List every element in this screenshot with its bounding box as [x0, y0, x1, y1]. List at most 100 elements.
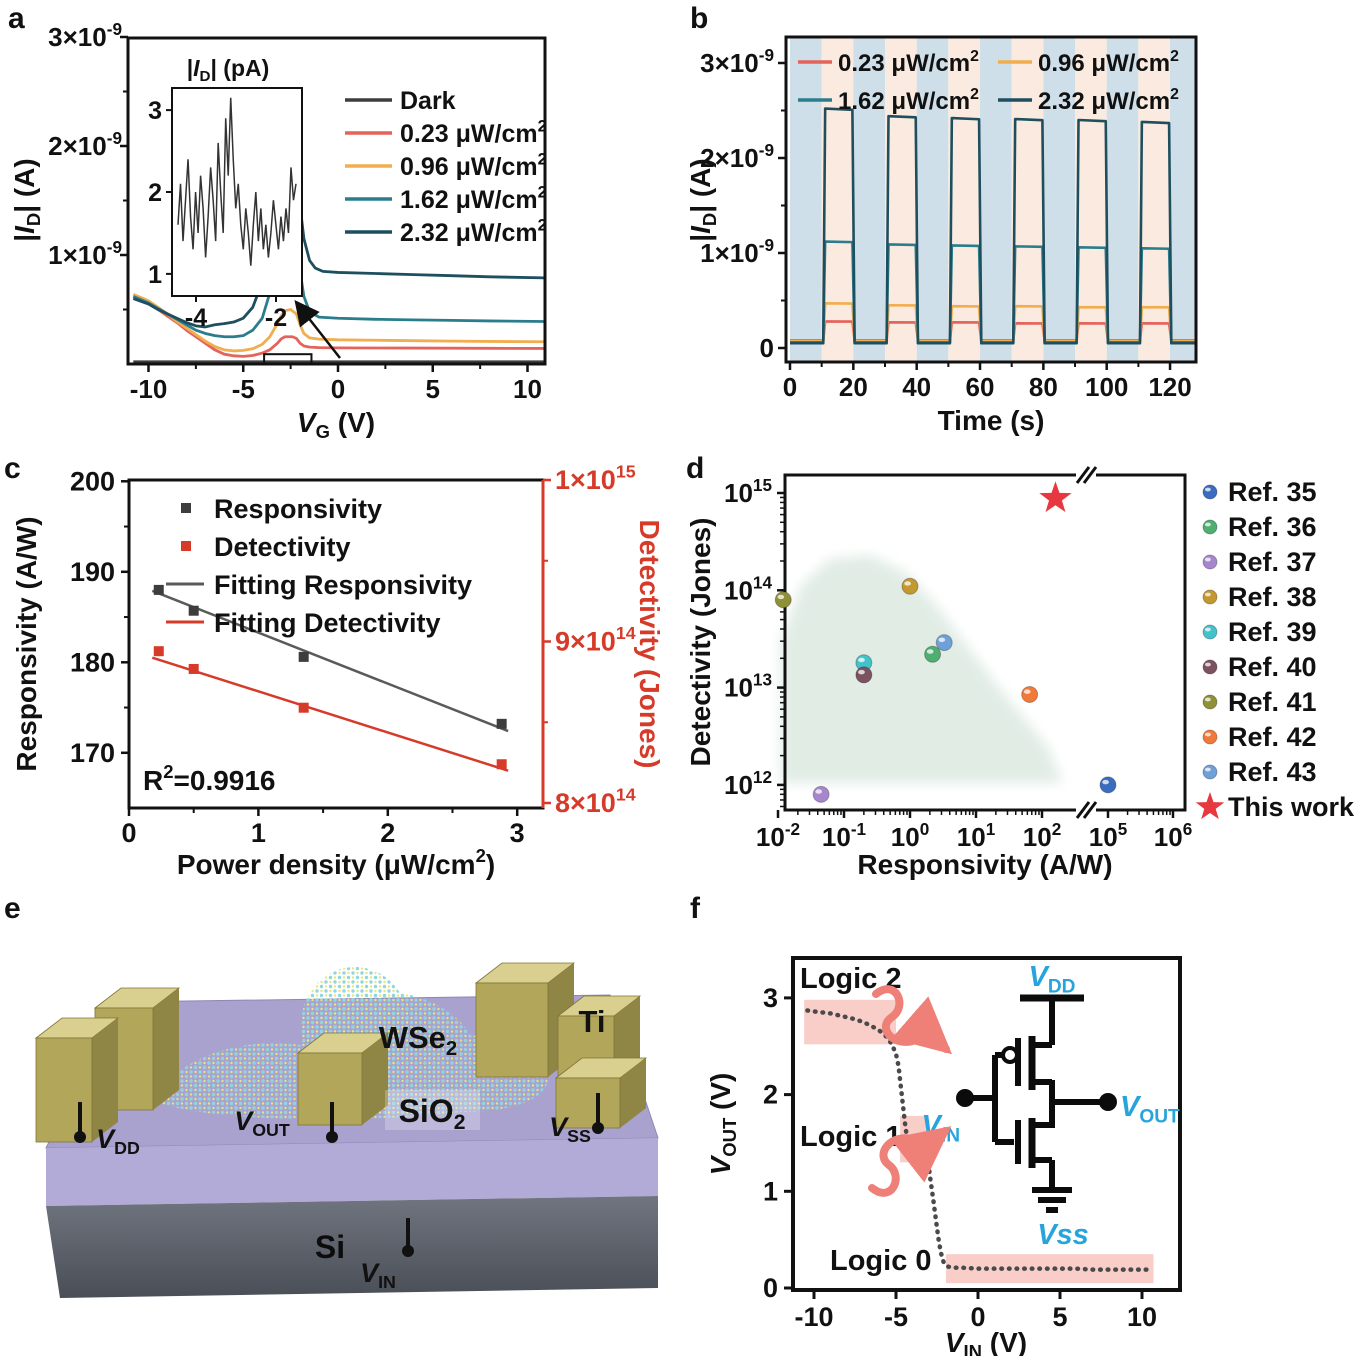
panel-e-device-schematic: WSe2 Ti SiO2 Si VDD VOUT VSS VIN	[34, 962, 659, 1298]
x-tick-label: 0	[331, 374, 345, 404]
this-work-star	[1039, 481, 1072, 513]
vss-label: VSS	[549, 1112, 591, 1146]
inset-y-tick: 3	[148, 97, 162, 125]
panel-c-label: c	[4, 452, 21, 485]
x-axis-label: Power density (μW/cm2)	[177, 845, 495, 880]
panel-c-responsivity-detectivity-chart: 0 1 2 3 170 180 190 200 8×1014 9×1014 1×1015 Power …	[11, 462, 665, 880]
x-tick-label: -5	[232, 374, 255, 404]
si-front-face	[46, 1196, 658, 1298]
legend-label: Dark	[400, 87, 456, 115]
vdd-label: VDD	[96, 1124, 140, 1158]
r-squared-annotation: R2=0.9916	[143, 761, 276, 796]
light-on-band	[1075, 37, 1107, 362]
inset-y-axis-label: |ID| (pA)	[187, 55, 270, 85]
y-tick-label: 3×10-9	[700, 45, 774, 78]
y-tick-label: 1	[763, 1176, 778, 1206]
legend-label: Ref. 38	[1228, 582, 1317, 612]
circuit-vout-label: VOUT	[1120, 1091, 1180, 1127]
y-tick-label: 1013	[724, 670, 772, 703]
y-axis-label-left: Responsivity (A/W)	[11, 516, 42, 771]
y-axis-label: VOUT (V)	[705, 1073, 740, 1176]
x-tick-label: 100	[1085, 372, 1128, 402]
light-on-band	[1138, 37, 1171, 362]
panel-f-label: f	[690, 892, 700, 925]
x-tick-label: 10	[513, 374, 542, 404]
legend-label: Ref. 42	[1228, 722, 1317, 752]
legend-label: Ref. 35	[1228, 477, 1317, 507]
panel-a-transfer-curves-chart: -10 -5 0 5 10 1×10-9 2×10-9 3×10-9 VG (V) |ID| (A…	[9, 19, 547, 442]
legend-label: 1.62 μW/cm2	[838, 86, 979, 115]
legend-label: Ref. 40	[1228, 652, 1317, 682]
legend-label: Ref. 43	[1228, 757, 1317, 787]
x-tick-label: 80	[1029, 372, 1058, 402]
light-on-band	[1011, 37, 1044, 362]
y-tick-label-right: 8×1014	[555, 785, 636, 818]
inset-y-tick: 1	[148, 261, 162, 289]
sio2-front-face	[46, 1138, 658, 1206]
light-on-band	[885, 37, 917, 362]
legend-label: Detectivity	[214, 532, 351, 562]
x-tick-label: 120	[1148, 372, 1191, 402]
x-tick-label: 20	[839, 372, 868, 402]
x-tick-label: -5	[884, 1302, 908, 1332]
x-tick-label: 10-1	[822, 819, 867, 852]
vin-label: VIN	[360, 1258, 396, 1292]
ti-label: Ti	[579, 1004, 606, 1039]
inset-x-tick: -4	[185, 304, 207, 332]
panel-d-label: d	[686, 452, 705, 485]
logic0-label: Logic 0	[830, 1245, 932, 1277]
x-tick-label: 100	[891, 819, 929, 852]
light-on-band	[948, 37, 981, 362]
y-tick-label-right: 9×1014	[555, 623, 636, 656]
panel-d-benchmark-scatter-chart: 10-2 10-1 100 101 102 105 106 1012 1013 1014 1015 R…	[685, 466, 1355, 880]
light-off-band	[853, 37, 886, 362]
x-tick-label: -10	[130, 374, 168, 404]
legend-label: 0.96 μW/cm2	[1038, 48, 1179, 77]
legend-swatch	[181, 541, 191, 551]
inset-x-tick: -2	[265, 304, 287, 332]
y-tick-label-right: 1×1015	[555, 462, 636, 495]
x-tick-label: 1	[251, 818, 266, 848]
x-tick-label: 60	[966, 372, 995, 402]
curve-0.23 μW/cm^{2}	[132, 295, 545, 358]
responsivity-point	[298, 651, 309, 662]
light-off-band	[916, 37, 949, 362]
y-tick-label: 1×10-9	[700, 235, 774, 268]
x-axis-label: Responsivity (A/W)	[857, 849, 1112, 880]
inset-y-tick: 2	[148, 179, 162, 207]
x-axis-label: VG (V)	[297, 407, 375, 442]
x-tick-label: 0	[121, 818, 136, 848]
y-tick-label-left: 200	[70, 466, 115, 496]
y-tick-label: 2×10-9	[700, 140, 774, 173]
legend-label: Ref. 36	[1228, 512, 1317, 542]
light-off-band	[790, 37, 822, 362]
x-tick-label: 3	[510, 818, 525, 848]
vout-label: VOUT	[234, 1106, 290, 1140]
logic-band	[804, 999, 896, 1045]
vout-node	[1099, 1093, 1117, 1111]
x-tick-label: 10-2	[756, 819, 800, 852]
zoom-arrow	[294, 300, 341, 359]
x-axis-label: Time (s)	[938, 405, 1045, 436]
y-tick-label: 0	[760, 333, 774, 363]
light-off-band	[1106, 37, 1139, 362]
curve-0.96 μW/cm^{2}	[132, 292, 545, 353]
x-tick-label: 0	[783, 372, 797, 402]
y-tick-label: 1012	[724, 767, 772, 800]
responsivity-point	[153, 584, 164, 595]
legend-label: Ref. 41	[1228, 687, 1317, 717]
sio2-label: SiO2	[399, 1093, 466, 1134]
y-tick-label: 1014	[724, 572, 772, 605]
legend-label: Ref. 37	[1228, 547, 1317, 577]
x-tick-label: -10	[794, 1302, 833, 1332]
y-tick-label-left: 190	[70, 557, 115, 587]
x-tick-label: 105	[1089, 819, 1128, 852]
responsivity-point	[496, 718, 507, 729]
legend-label-this-work: This work	[1228, 792, 1355, 822]
legend-label: Responsivity	[214, 494, 382, 524]
light-off-band	[980, 37, 1012, 362]
pulse-curve-2.32 μW/cm^{2}	[790, 107, 1196, 345]
y-axis-label-right: Detectivity (Jones)	[634, 520, 665, 769]
y-tick-label: 1015	[724, 475, 772, 508]
